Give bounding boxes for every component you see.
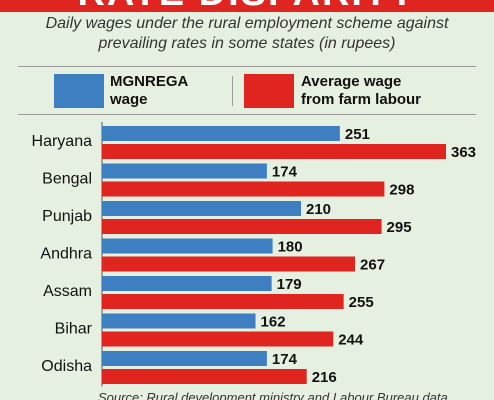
data-label-farm: 244	[338, 332, 364, 349]
bar-mgnrega	[102, 276, 272, 291]
bar-farm	[102, 181, 385, 197]
data-label-mgnrega: 180	[278, 239, 303, 256]
bar-farm	[102, 369, 307, 384]
data-label-farm: 255	[349, 294, 374, 311]
category-label: Assam	[43, 283, 92, 300]
category-label: Bihar	[55, 321, 93, 338]
category-label: Odisha	[41, 358, 92, 375]
bar-farm	[102, 144, 446, 159]
data-label-mgnrega: 162	[261, 314, 286, 331]
bar-mgnrega	[102, 238, 273, 254]
legend: MGNREGA wage Average wage from farm labo…	[0, 66, 494, 116]
data-label-farm: 298	[389, 182, 414, 199]
data-label-mgnrega: 174	[272, 164, 298, 181]
bar-farm	[102, 331, 334, 347]
data-label-farm: 216	[312, 369, 337, 386]
legend-divider	[232, 76, 233, 106]
legend-label-farm: Average wage from farm labour	[301, 73, 422, 108]
bar-farm	[102, 294, 344, 309]
bar-mgnrega	[102, 163, 267, 179]
data-label-mgnrega: 174	[272, 351, 298, 368]
category-label: Andhra	[40, 246, 92, 263]
chart-subtitle: Daily wages under the rural employment s…	[45, 15, 449, 52]
data-label-mgnrega: 251	[345, 126, 370, 143]
category-label: Haryana	[32, 133, 93, 150]
data-label-farm: 267	[360, 257, 385, 274]
data-label-mgnrega: 179	[277, 276, 302, 293]
bar-mgnrega	[102, 201, 302, 216]
data-label-mgnrega: 210	[306, 201, 331, 218]
source-note: Source: Rural development ministry and L…	[98, 390, 448, 400]
bar-farm	[102, 219, 382, 234]
category-label: Bengal	[42, 171, 92, 188]
data-label-farm: 363	[451, 144, 476, 161]
chart-title: RATE DISPARITY	[77, 0, 416, 12]
data-label-farm: 295	[387, 219, 412, 236]
legend-swatch-mgnrega	[54, 74, 104, 108]
bar-farm	[102, 256, 356, 272]
legend-top-rule	[18, 66, 476, 67]
legend-swatch-farm	[244, 74, 294, 108]
category-label: Punjab	[42, 208, 92, 225]
legend-label-mgnrega: MGNREGA wage	[110, 73, 189, 108]
bar-mgnrega	[102, 126, 340, 141]
bar-mgnrega	[102, 351, 267, 366]
legend-bottom-rule	[18, 114, 476, 115]
bar-mgnrega	[102, 313, 256, 329]
title-band: RATE DISPARITY	[0, 0, 494, 12]
